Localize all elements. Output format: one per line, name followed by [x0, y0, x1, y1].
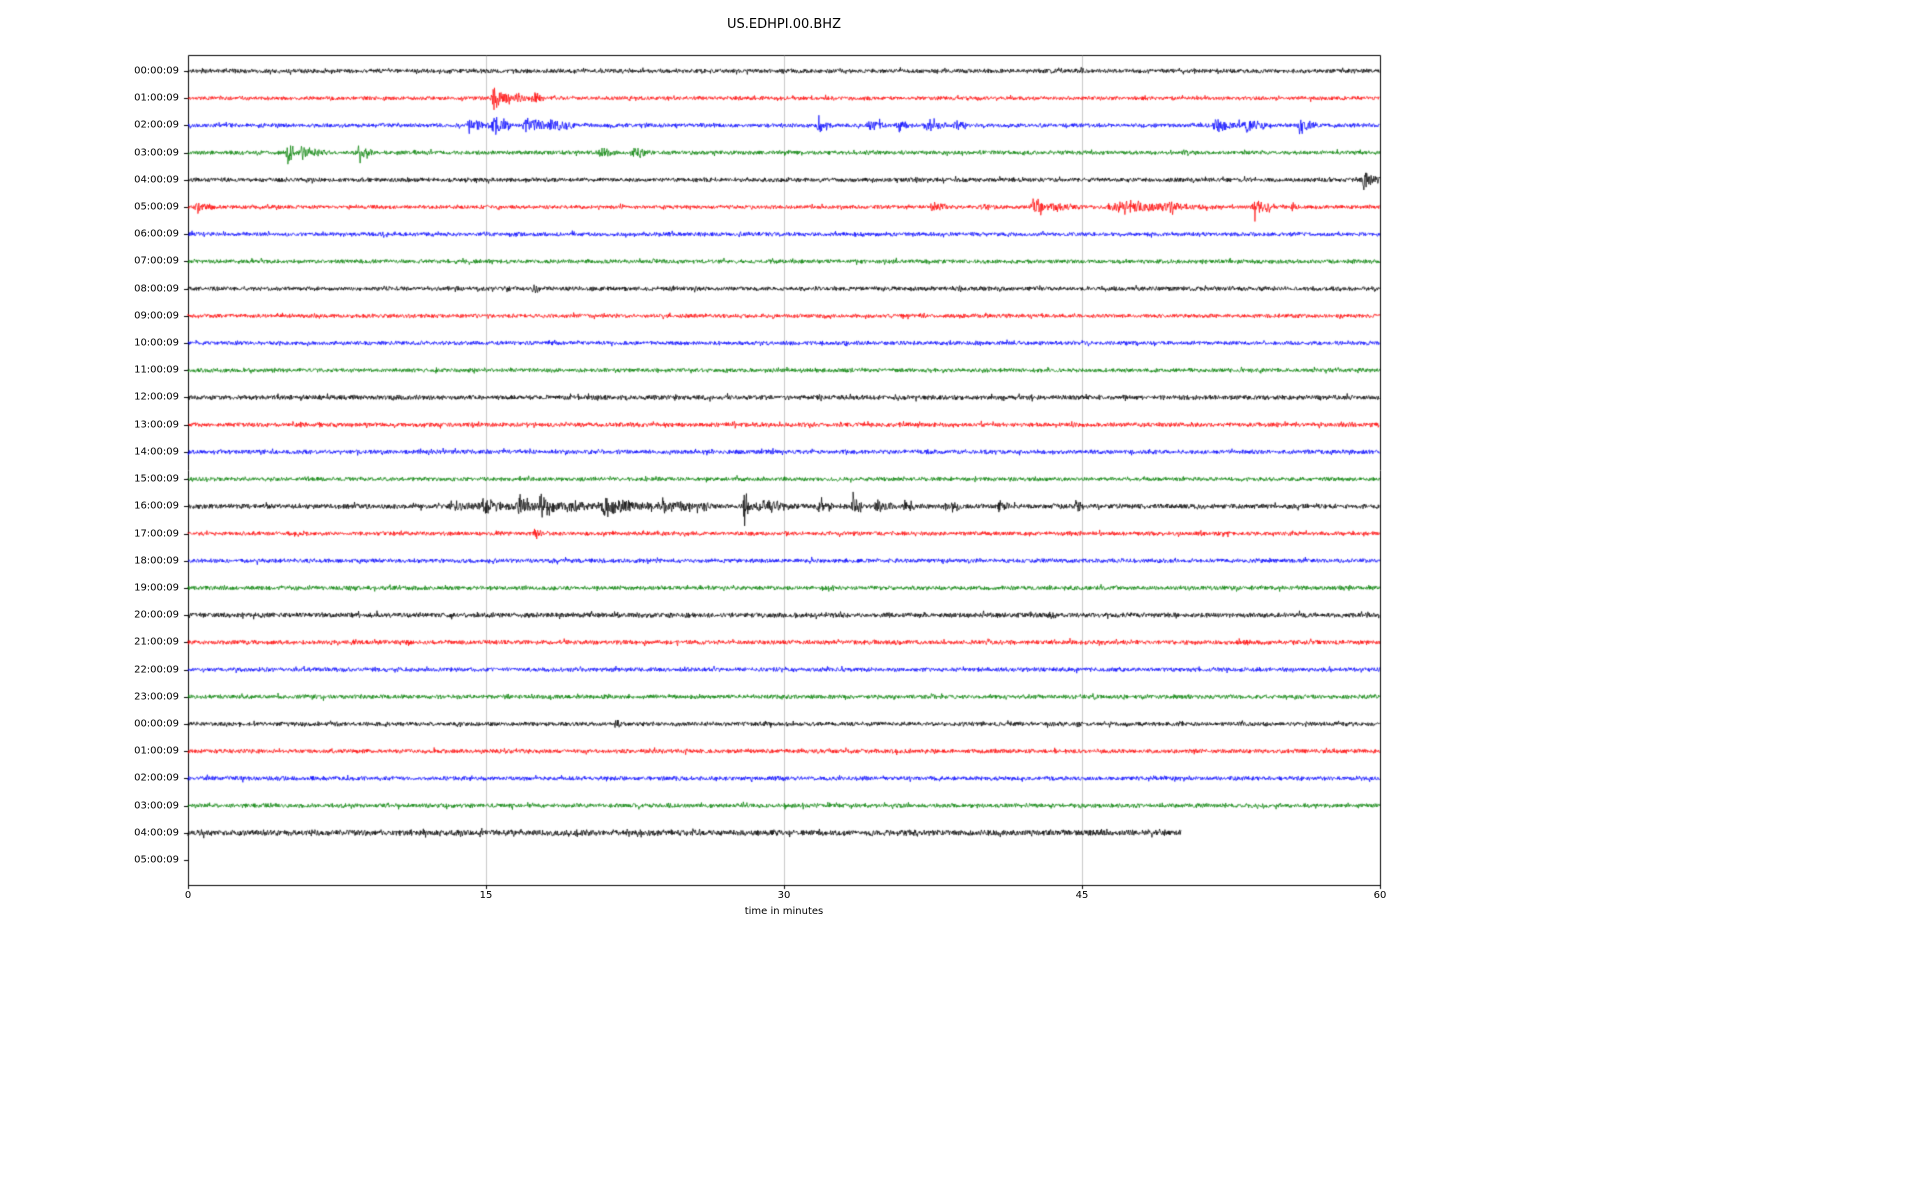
- y-tick-label: 08:00:09: [134, 283, 179, 295]
- y-tick-label: 10:00:09: [134, 337, 179, 349]
- y-tick-label: 03:00:09: [134, 147, 179, 159]
- y-tick-label: 20:00:09: [134, 609, 179, 621]
- y-tick-label: 00:00:09: [134, 718, 179, 730]
- x-tick-label: 45: [1075, 890, 1089, 901]
- y-tick-label: 03:00:09: [134, 800, 179, 812]
- x-tick-label: 60: [1373, 890, 1387, 901]
- y-tick-label: 06:00:09: [134, 228, 179, 240]
- y-tick-label: 13:00:09: [134, 419, 179, 431]
- y-tick-label: 04:00:09: [134, 174, 179, 186]
- y-tick-label: 22:00:09: [134, 664, 179, 676]
- y-tick-label: 12:00:09: [134, 391, 179, 403]
- y-tick-label: 23:00:09: [134, 691, 179, 703]
- y-tick-label: 02:00:09: [134, 119, 179, 131]
- x-tick-label: 15: [479, 890, 493, 901]
- y-tick-label: 01:00:09: [134, 745, 179, 757]
- y-tick-label: 14:00:09: [134, 446, 179, 458]
- x-axis-label: time in minutes: [744, 906, 824, 917]
- x-tick-label: 30: [777, 890, 791, 901]
- y-tick-label: 04:00:09: [134, 827, 179, 839]
- y-tick-label: 15:00:09: [134, 473, 179, 485]
- y-tick-label: 21:00:09: [134, 636, 179, 648]
- y-tick-label: 00:00:09: [134, 65, 179, 77]
- y-tick-label: 01:00:09: [134, 92, 179, 104]
- y-tick-label: 05:00:09: [134, 854, 179, 866]
- y-tick-label: 09:00:09: [134, 310, 179, 322]
- y-tick-label: 05:00:09: [134, 201, 179, 213]
- y-tick-label: 07:00:09: [134, 255, 179, 267]
- y-tick-label: 18:00:09: [134, 555, 179, 567]
- y-tick-label: 02:00:09: [134, 772, 179, 784]
- y-tick-label: 16:00:09: [134, 500, 179, 512]
- y-tick-label: 19:00:09: [134, 582, 179, 594]
- y-tick-label: 17:00:09: [134, 528, 179, 540]
- y-tick-label: 11:00:09: [134, 364, 179, 376]
- x-tick-label: 0: [184, 890, 192, 901]
